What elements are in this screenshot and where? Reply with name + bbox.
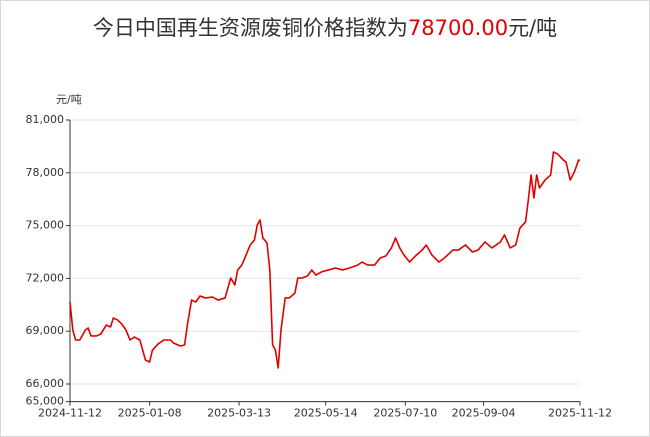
- x-tick-label: 2025-09-04: [452, 407, 516, 420]
- x-tick-label: 2025-07-10: [373, 407, 437, 420]
- title-part: 78700.00: [408, 16, 508, 40]
- y-tick-label: 65,000: [26, 395, 65, 408]
- title-part: 元/吨: [508, 16, 557, 40]
- y-tick-label: 75,000: [26, 219, 65, 232]
- x-tick-label: 2025-03-13: [207, 407, 271, 420]
- y-tick-label: 72,000: [26, 271, 65, 284]
- y-tick-label: 78,000: [26, 166, 65, 179]
- x-tick-label: 2025-05-14: [294, 407, 358, 420]
- y-tick-label: 66,000: [26, 377, 65, 390]
- x-tick-label: 2024-11-12: [38, 407, 102, 420]
- y-tick-label: 81,000: [26, 113, 65, 126]
- x-tick-label: 2025-01-08: [118, 407, 182, 420]
- line-series: [69, 151, 581, 369]
- chart-title: 今日中国再生资源废铜价格指数为78700.00元/吨: [93, 16, 557, 40]
- title-part: 今日中国再生资源废铜价格指数为: [93, 16, 408, 40]
- y-tick-label: 69,000: [26, 324, 65, 337]
- y-unit-label: 元/吨: [56, 93, 82, 106]
- x-tick-label: 2025-11-12: [548, 407, 612, 420]
